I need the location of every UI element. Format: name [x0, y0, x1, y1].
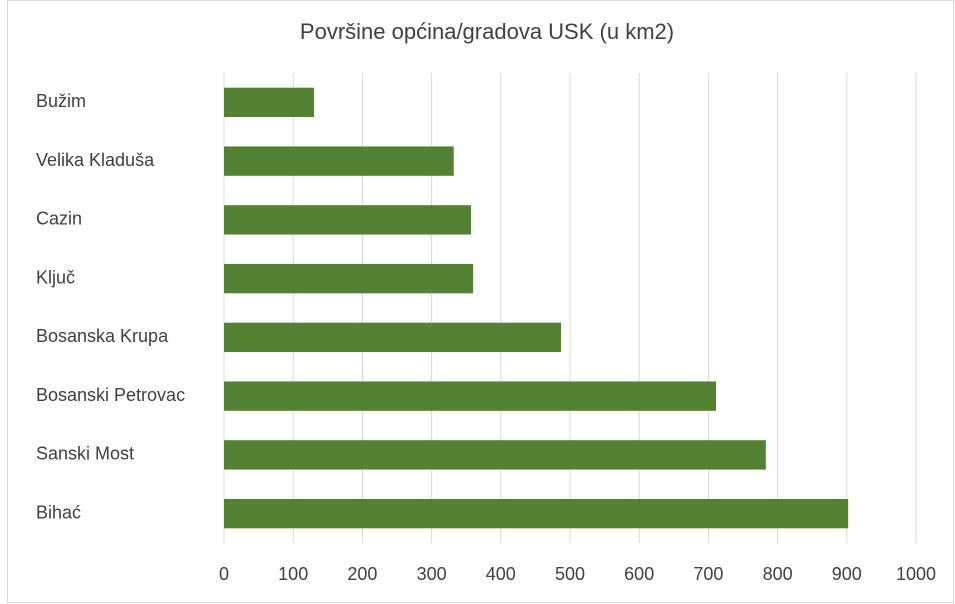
- bar: [224, 498, 849, 529]
- bar: [224, 87, 314, 118]
- y-tick-label: Bosanski Petrovac: [36, 385, 185, 405]
- x-tick-label: 100: [278, 564, 308, 584]
- bar: [224, 322, 562, 353]
- bar: [224, 146, 454, 176]
- y-tick-label: Ključ: [36, 267, 75, 287]
- x-tick-label: 700: [693, 564, 723, 584]
- x-tick-label: 600: [624, 564, 654, 584]
- y-tick-label: Bosanska Krupa: [36, 326, 169, 346]
- x-tick-label: 500: [555, 564, 585, 584]
- y-tick-label: Velika Kladuša: [36, 150, 155, 170]
- x-tick-label: 0: [219, 564, 229, 584]
- bar: [224, 440, 766, 470]
- y-tick-label: Bužim: [36, 91, 86, 111]
- bar: [224, 263, 474, 294]
- x-tick-label: 800: [763, 564, 793, 584]
- x-tick-label: 300: [417, 564, 447, 584]
- bar: [224, 381, 717, 411]
- bar: [224, 205, 472, 235]
- chart-title: Površine općina/gradova USK (u km2): [300, 19, 674, 44]
- x-tick-label: 200: [347, 564, 377, 584]
- x-tick-label: 900: [832, 564, 862, 584]
- y-tick-label: Sanski Most: [36, 444, 134, 464]
- y-tick-label: Cazin: [36, 209, 82, 229]
- x-tick-label: 1000: [896, 564, 936, 584]
- y-tick-label: Bihać: [36, 502, 81, 522]
- x-tick-label: 400: [486, 564, 516, 584]
